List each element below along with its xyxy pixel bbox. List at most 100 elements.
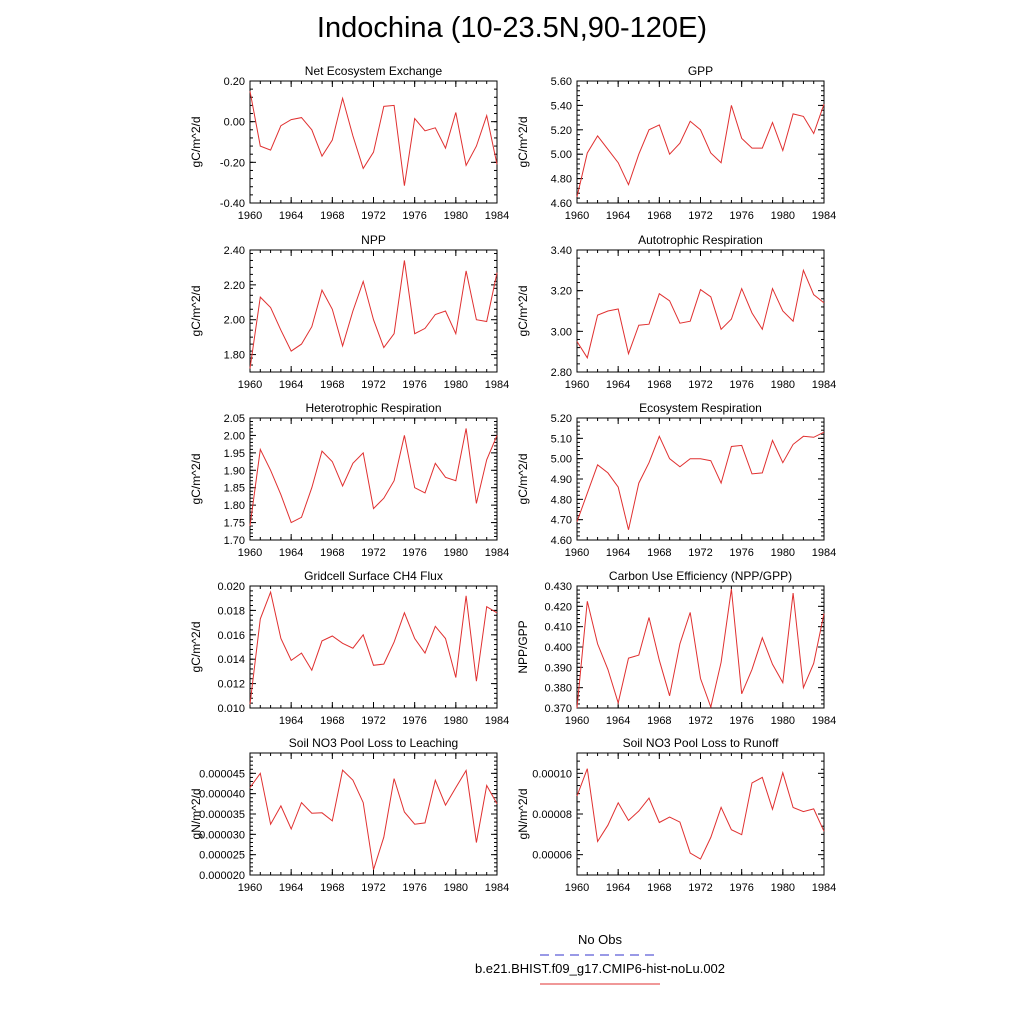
x-tick-label: 1968 — [320, 882, 344, 894]
panel-title: Soil NO3 Pool Loss to Runoff — [623, 736, 780, 750]
x-tick-label: 1984 — [812, 210, 836, 222]
y-tick-label: 4.80 — [551, 494, 572, 506]
y-tick-label: 1.80 — [224, 350, 245, 362]
panel-title: GPP — [688, 64, 713, 78]
y-tick-label: 0.420 — [544, 601, 572, 613]
y-tick-label: 0.430 — [544, 581, 572, 593]
x-tick-label: 1968 — [647, 379, 671, 391]
x-tick-label: 1968 — [320, 210, 344, 222]
x-tick-label: 1968 — [320, 715, 344, 727]
panel-title: Gridcell Surface CH4 Flux — [304, 569, 443, 583]
x-tick-label: 1976 — [729, 379, 753, 391]
y-tick-label: 0.390 — [544, 662, 572, 674]
y-tick-label: 0.016 — [217, 630, 245, 642]
y-tick-label: 1.90 — [224, 465, 245, 477]
plot-frame — [576, 417, 825, 541]
x-tick-label: 1964 — [606, 379, 630, 391]
x-tick-label: 1980 — [444, 379, 468, 391]
y-tick-label: 4.70 — [551, 515, 572, 527]
y-tick-label: 1.85 — [224, 483, 245, 495]
y-tick-label: 0.000025 — [199, 850, 245, 862]
x-tick-label: 1964 — [279, 882, 303, 894]
y-axis-label: gC/m^2/d — [189, 454, 203, 505]
x-tick-label: 1960 — [238, 547, 262, 559]
y-tick-label: 4.60 — [551, 535, 572, 547]
plot-frame — [576, 752, 825, 876]
x-tick-label: 1964 — [279, 547, 303, 559]
y-axis-label: gC/m^2/d — [516, 286, 530, 337]
y-axis-label: gC/m^2/d — [516, 454, 530, 505]
x-tick-label: 1976 — [729, 882, 753, 894]
y-tick-label: 3.20 — [551, 286, 572, 298]
y-axis-label: gC/m^2/d — [189, 286, 203, 337]
y-tick-label: 5.40 — [551, 100, 572, 112]
chart-panel-8: Soil NO3 Pool Loss to Leaching gN/m^2/d 19… — [189, 736, 509, 894]
panel-title: Ecosystem Respiration — [639, 401, 762, 415]
x-tick-label: 1964 — [606, 547, 630, 559]
x-tick-label: 1964 — [606, 882, 630, 894]
y-tick-label: 0.400 — [544, 642, 572, 654]
x-tick-label: 1984 — [812, 715, 836, 727]
x-tick-label: 1972 — [361, 379, 385, 391]
plot-frame — [576, 249, 825, 373]
x-tick-label: 1968 — [320, 379, 344, 391]
y-tick-label: 0.000035 — [199, 809, 245, 821]
y-tick-label: 0.020 — [217, 581, 245, 593]
x-tick-label: 1960 — [238, 379, 262, 391]
y-tick-label: 5.00 — [551, 149, 572, 161]
chart-panel-3: Autotrophic Respiration gC/m^2/d 1960 1964 1… — [516, 233, 836, 391]
x-tick-label: 1976 — [402, 210, 426, 222]
y-tick-label: 5.20 — [551, 125, 572, 137]
x-tick-label: 1960 — [565, 210, 589, 222]
y-tick-label: 1.80 — [224, 500, 245, 512]
main-title: Indochina (10-23.5N,90-120E) — [316, 12, 708, 44]
y-tick-label: 0.370 — [544, 703, 572, 715]
x-tick-label: 1960 — [565, 547, 589, 559]
y-tick-label: 2.20 — [224, 280, 245, 292]
chart-panel-5: Ecosystem Respiration gC/m^2/d 1960 1964 196… — [516, 401, 836, 559]
x-tick-label: 1976 — [402, 547, 426, 559]
y-tick-label: 0.380 — [544, 683, 572, 695]
x-tick-label: 1968 — [320, 547, 344, 559]
y-tick-label: 2.05 — [224, 413, 245, 425]
x-tick-label: 1980 — [771, 715, 795, 727]
y-tick-label: 3.00 — [551, 326, 572, 338]
x-tick-label: 1964 — [279, 379, 303, 391]
x-tick-label: 1976 — [729, 715, 753, 727]
y-axis-label: gC/m^2/d — [189, 117, 203, 168]
y-tick-label: 0.012 — [217, 679, 245, 691]
series-line — [249, 91, 498, 186]
y-tick-label: 2.00 — [224, 315, 245, 327]
series-line — [249, 260, 498, 369]
y-tick-label: 0.410 — [544, 622, 572, 634]
x-tick-label: 1980 — [771, 882, 795, 894]
x-tick-label: 1960 — [565, 379, 589, 391]
series-line — [576, 104, 825, 198]
x-tick-label: 1980 — [771, 379, 795, 391]
panel-title: Heterotrophic Respiration — [305, 401, 441, 415]
y-tick-label: 2.80 — [551, 367, 572, 379]
y-tick-label: -0.20 — [220, 157, 245, 169]
x-tick-label: 1976 — [402, 882, 426, 894]
x-tick-label: 1980 — [444, 210, 468, 222]
series-line — [249, 428, 498, 527]
x-tick-label: 1980 — [771, 210, 795, 222]
y-tick-label: 5.10 — [551, 433, 572, 445]
y-tick-label: 0.00010 — [532, 768, 572, 780]
panel-title: Autotrophic Respiration — [638, 233, 763, 247]
y-tick-label: 5.00 — [551, 454, 572, 466]
y-tick-label: 0.000040 — [199, 789, 245, 801]
x-tick-label: 1980 — [444, 882, 468, 894]
series-line — [249, 769, 498, 870]
x-tick-label: 1976 — [402, 379, 426, 391]
x-tick-label: 1984 — [485, 547, 509, 559]
chart-panel-2: NPP gC/m^2/d 1960 1964 1968 1972 1976 1980 1984 1… — [189, 233, 509, 391]
x-tick-label: 1964 — [606, 210, 630, 222]
chart-panel-4: Heterotrophic Respiration gC/m^2/d 1960 196… — [189, 401, 509, 559]
y-tick-label: 1.95 — [224, 448, 245, 460]
x-tick-label: 1960 — [238, 210, 262, 222]
y-tick-label: 0.00 — [224, 117, 245, 129]
y-tick-label: 0.20 — [224, 76, 245, 88]
y-tick-label: 0.00006 — [532, 850, 572, 862]
